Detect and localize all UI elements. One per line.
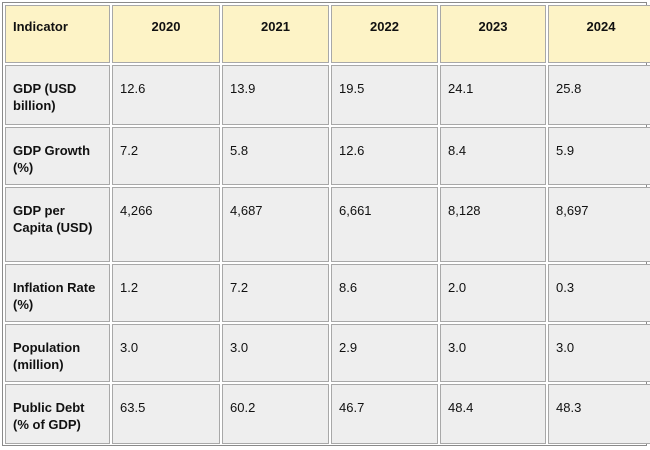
header-row: Indicator 2020 2021 2022 2023 2024 xyxy=(5,5,650,63)
value-cell: 25.8 xyxy=(548,65,650,125)
table-row: GDP Growth (%) 7.2 5.8 12.6 8.4 5.9 xyxy=(5,127,650,185)
value-cell: 7.2 xyxy=(222,264,329,322)
value-cell: 2.0 xyxy=(440,264,546,322)
value-cell: 13.9 xyxy=(222,65,329,125)
table-body: GDP (USD billion) 12.6 13.9 19.5 24.1 25.8 GDP… xyxy=(5,65,650,444)
value-cell: 19.5 xyxy=(331,65,438,125)
value-cell: 8,697 xyxy=(548,187,650,262)
indicator-cell: Population (million) xyxy=(5,324,110,382)
value-cell: 24.1 xyxy=(440,65,546,125)
table-row: Population (million) 3.0 3.0 2.9 3.0 3.0 xyxy=(5,324,650,382)
value-cell: 8.4 xyxy=(440,127,546,185)
header-cell: 2022 xyxy=(331,5,438,63)
table-row: GDP (USD billion) 12.6 13.9 19.5 24.1 25.8 xyxy=(5,65,650,125)
indicator-cell: Public Debt (% of GDP) xyxy=(5,384,110,444)
value-cell: 12.6 xyxy=(331,127,438,185)
value-cell: 60.2 xyxy=(222,384,329,444)
indicator-cell: GDP Growth (%) xyxy=(5,127,110,185)
value-cell: 8.6 xyxy=(331,264,438,322)
value-cell: 5.9 xyxy=(548,127,650,185)
header-cell: 2020 xyxy=(112,5,220,63)
value-cell: 4,687 xyxy=(222,187,329,262)
value-cell: 1.2 xyxy=(112,264,220,322)
value-cell: 3.0 xyxy=(548,324,650,382)
header-cell: 2024 xyxy=(548,5,650,63)
value-cell: 46.7 xyxy=(331,384,438,444)
value-cell: 3.0 xyxy=(440,324,546,382)
header-cell: 2023 xyxy=(440,5,546,63)
indicator-cell: GDP (USD billion) xyxy=(5,65,110,125)
header-cell: Indicator xyxy=(5,5,110,63)
value-cell: 48.3 xyxy=(548,384,650,444)
value-cell: 3.0 xyxy=(112,324,220,382)
value-cell: 2.9 xyxy=(331,324,438,382)
indicator-cell: GDP per Capita (USD) xyxy=(5,187,110,262)
value-cell: 8,128 xyxy=(440,187,546,262)
value-cell: 48.4 xyxy=(440,384,546,444)
data-table: Indicator 2020 2021 2022 2023 2024 GDP (USD b… xyxy=(3,3,650,446)
value-cell: 5.8 xyxy=(222,127,329,185)
table-row: Inflation Rate (%) 1.2 7.2 8.6 2.0 0.3 xyxy=(5,264,650,322)
value-cell: 3.0 xyxy=(222,324,329,382)
table-row: Public Debt (% of GDP) 63.5 60.2 46.7 48.4 48… xyxy=(5,384,650,444)
table-row: GDP per Capita (USD) 4,266 4,687 6,661 8,128… xyxy=(5,187,650,262)
value-cell: 12.6 xyxy=(112,65,220,125)
value-cell: 0.3 xyxy=(548,264,650,322)
value-cell: 6,661 xyxy=(331,187,438,262)
value-cell: 4,266 xyxy=(112,187,220,262)
header-cell: 2021 xyxy=(222,5,329,63)
value-cell: 63.5 xyxy=(112,384,220,444)
indicator-cell: Inflation Rate (%) xyxy=(5,264,110,322)
value-cell: 7.2 xyxy=(112,127,220,185)
